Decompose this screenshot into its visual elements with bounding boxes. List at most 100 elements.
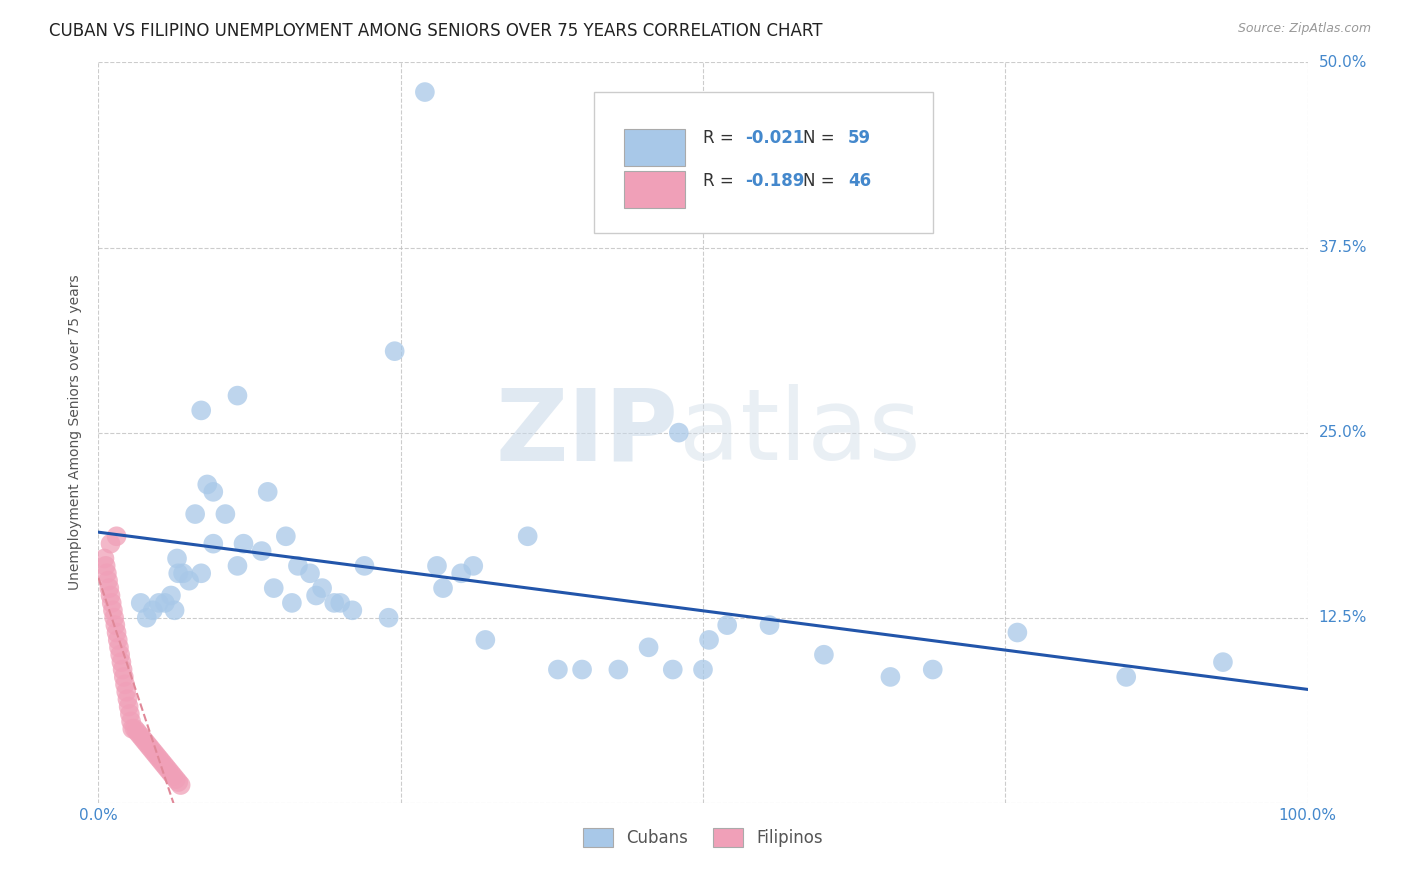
Point <box>114 677 136 691</box>
Point <box>127 724 149 739</box>
Point <box>128 728 150 742</box>
Point <box>202 536 225 550</box>
Point <box>184 507 207 521</box>
Point <box>143 746 166 760</box>
Point <box>516 529 538 543</box>
Point <box>305 589 328 603</box>
Point <box>432 581 454 595</box>
Point <box>153 596 176 610</box>
Point <box>111 663 134 677</box>
Point <box>100 596 122 610</box>
Point <box>108 648 131 662</box>
Point <box>226 388 249 402</box>
Point <box>311 581 333 595</box>
FancyBboxPatch shape <box>624 171 685 209</box>
Point <box>167 566 190 581</box>
Point <box>571 663 593 677</box>
Point <box>112 670 135 684</box>
Point <box>135 737 157 751</box>
Text: atlas: atlas <box>679 384 921 481</box>
Point <box>323 596 346 610</box>
Point <box>426 558 449 573</box>
Point <box>100 589 122 603</box>
Text: N =: N = <box>803 129 841 147</box>
Text: 12.5%: 12.5% <box>1319 610 1367 625</box>
Text: R =: R = <box>703 129 740 147</box>
Point <box>1007 625 1029 640</box>
Point <box>145 748 167 763</box>
Point <box>195 477 218 491</box>
Point <box>96 566 118 581</box>
Point <box>101 603 124 617</box>
Point <box>104 618 127 632</box>
Point <box>155 760 177 774</box>
Point <box>110 655 132 669</box>
Point <box>474 632 496 647</box>
Point <box>190 566 212 581</box>
Point <box>226 558 249 573</box>
Text: 25.0%: 25.0% <box>1319 425 1367 440</box>
Point <box>93 551 115 566</box>
Point <box>135 610 157 624</box>
Text: 50.0%: 50.0% <box>1319 55 1367 70</box>
Point <box>661 663 683 677</box>
Point <box>166 551 188 566</box>
Point <box>547 663 569 677</box>
Point <box>1212 655 1234 669</box>
Point <box>107 632 129 647</box>
Point <box>142 603 165 617</box>
Point <box>413 85 436 99</box>
Point <box>329 596 352 610</box>
Text: R =: R = <box>703 172 740 190</box>
Point <box>134 733 156 747</box>
Point <box>202 484 225 499</box>
Point <box>697 632 720 647</box>
Point <box>172 566 194 581</box>
FancyBboxPatch shape <box>624 129 685 166</box>
Point <box>668 425 690 440</box>
Point <box>813 648 835 662</box>
Point <box>232 536 254 550</box>
Point <box>118 699 141 714</box>
Point <box>377 610 399 624</box>
Text: Source: ZipAtlas.com: Source: ZipAtlas.com <box>1237 22 1371 36</box>
Point <box>160 766 183 780</box>
Point <box>148 751 170 765</box>
Point <box>463 558 485 573</box>
Point <box>299 566 322 581</box>
Text: 37.5%: 37.5% <box>1319 240 1367 255</box>
Point <box>98 581 121 595</box>
Point <box>163 603 186 617</box>
Point <box>167 775 190 789</box>
Point <box>287 558 309 573</box>
Point <box>157 763 180 777</box>
Point <box>117 692 139 706</box>
Point <box>758 618 780 632</box>
Point <box>121 722 143 736</box>
Legend: Cubans, Filipinos: Cubans, Filipinos <box>576 822 830 854</box>
Point <box>115 685 138 699</box>
Text: N =: N = <box>803 172 841 190</box>
Point <box>105 529 128 543</box>
Point <box>1115 670 1137 684</box>
Point <box>716 618 738 632</box>
Point <box>97 574 120 588</box>
Text: CUBAN VS FILIPINO UNEMPLOYMENT AMONG SENIORS OVER 75 YEARS CORRELATION CHART: CUBAN VS FILIPINO UNEMPLOYMENT AMONG SEN… <box>49 22 823 40</box>
Point <box>103 610 125 624</box>
Point <box>281 596 304 610</box>
Point <box>94 558 117 573</box>
Point <box>105 625 128 640</box>
Point <box>108 640 131 655</box>
Point <box>124 722 146 736</box>
Point <box>692 663 714 677</box>
Point <box>162 769 184 783</box>
Point <box>274 529 297 543</box>
Point <box>129 596 152 610</box>
Point <box>921 663 943 677</box>
Point <box>148 596 170 610</box>
Text: -0.021: -0.021 <box>745 129 804 147</box>
Point <box>450 566 472 581</box>
Point <box>250 544 273 558</box>
Point <box>131 731 153 745</box>
Point <box>263 581 285 595</box>
